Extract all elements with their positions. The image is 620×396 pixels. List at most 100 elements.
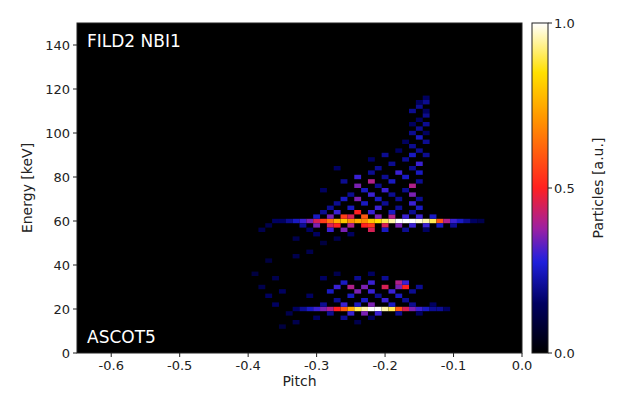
cell [361,219,368,223]
cell [375,166,382,170]
colorbar-tick-label: 0.0 [554,346,575,361]
cell [347,214,354,218]
cell [334,236,341,240]
cell [354,302,361,306]
cell [286,311,293,315]
cell [313,232,320,236]
cell [423,307,430,311]
cell [313,219,320,223]
cell [375,184,382,188]
cell [382,175,389,179]
cell [252,272,259,276]
cell [395,197,402,201]
cell [347,285,354,289]
cell [375,307,382,311]
x-tick-label: -0.6 [99,358,124,373]
x-tick [385,353,386,357]
cell [320,307,327,311]
cell [382,298,389,302]
cell [416,100,423,104]
y-tick-label: 40 [53,258,70,273]
cell [347,223,354,227]
cell [368,280,375,284]
cell [382,153,389,157]
cell [409,201,416,205]
cell [368,219,375,223]
cell [347,206,354,210]
colorbar-tick-label: 1.0 [554,16,575,31]
cell [382,188,389,192]
cell [327,223,334,227]
cell [361,311,368,315]
x-tick-label: -0.1 [441,358,466,373]
cell [327,228,334,232]
cell [389,307,396,311]
x-tick-label: -0.3 [304,358,329,373]
cell [395,307,402,311]
cell [361,214,368,218]
cell [354,175,361,179]
cell [416,170,423,174]
cell [409,223,416,227]
cell [375,311,382,315]
cell [334,223,341,227]
cell [423,219,430,223]
y-tick-label: 140 [45,38,70,53]
x-tick [522,353,523,357]
cell [416,126,423,130]
y-tick [73,353,77,354]
cell [416,179,423,183]
cell [279,219,286,223]
cell [409,192,416,196]
cell [416,311,423,315]
cell [334,210,341,214]
cell [423,228,430,232]
colorbar-tick-label: 0.5 [554,181,575,196]
cell [423,153,430,157]
cell [313,307,320,311]
y-tick [73,45,77,46]
cell [354,320,361,324]
cell [265,258,272,262]
cell [320,188,327,192]
cell [368,289,375,293]
cell [368,307,375,311]
cell [341,214,348,218]
cell [464,219,471,223]
cell [306,250,313,254]
cell [423,100,430,104]
cell [258,285,265,289]
cell [368,157,375,161]
cell [320,210,327,214]
x-tick-label: -0.4 [235,358,260,373]
cell [389,219,396,223]
cell [450,219,457,223]
cell [395,285,402,289]
cell [286,219,293,223]
cell [334,307,341,311]
cell [279,324,286,328]
cell [320,302,327,306]
y-tick-label: 120 [45,82,70,97]
cell [341,307,348,311]
cell [389,179,396,183]
cell [368,223,375,227]
cell [416,162,423,166]
cell [306,228,313,232]
cell [409,144,416,148]
cell [354,219,361,223]
cell [361,223,368,227]
cell [293,254,300,258]
y-tick [73,177,77,178]
cell [347,232,354,236]
cell [341,280,348,284]
y-tick [73,133,77,134]
cell [354,307,361,311]
cell [436,307,443,311]
cell [354,197,361,201]
cell [368,179,375,183]
cell [423,122,430,126]
cell [471,219,478,223]
y-tick [73,89,77,90]
cell [430,214,437,218]
